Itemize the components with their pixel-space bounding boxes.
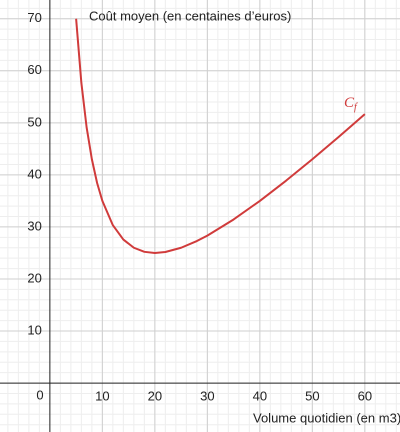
x-tick-label: 60 [358, 389, 372, 404]
x-tick-label: 40 [253, 389, 267, 404]
curve-label-sub: f [354, 102, 358, 113]
origin-label: 0 [36, 387, 43, 402]
x-tick-label: 30 [200, 389, 214, 404]
x-tick-label: 50 [305, 389, 319, 404]
x-axis-label: Volume quotidien (en m3) [253, 410, 400, 425]
y-tick-label: 30 [27, 218, 41, 233]
x-tick-label: 20 [148, 389, 162, 404]
curve [75, 18, 366, 254]
y-tick-label: 50 [27, 114, 41, 129]
curve-label: Cf [344, 95, 358, 113]
y-tick-label: 60 [27, 62, 41, 77]
y-axis-label: Coût moyen (en centaines d’euros) [89, 8, 291, 23]
y-tick-label: 10 [27, 322, 41, 337]
x-tick-label: 10 [95, 389, 109, 404]
y-tick-label: 40 [27, 166, 41, 181]
y-tick-label: 20 [27, 270, 41, 285]
y-tick-label: 70 [27, 10, 41, 25]
curve-label-main: C [344, 95, 355, 111]
